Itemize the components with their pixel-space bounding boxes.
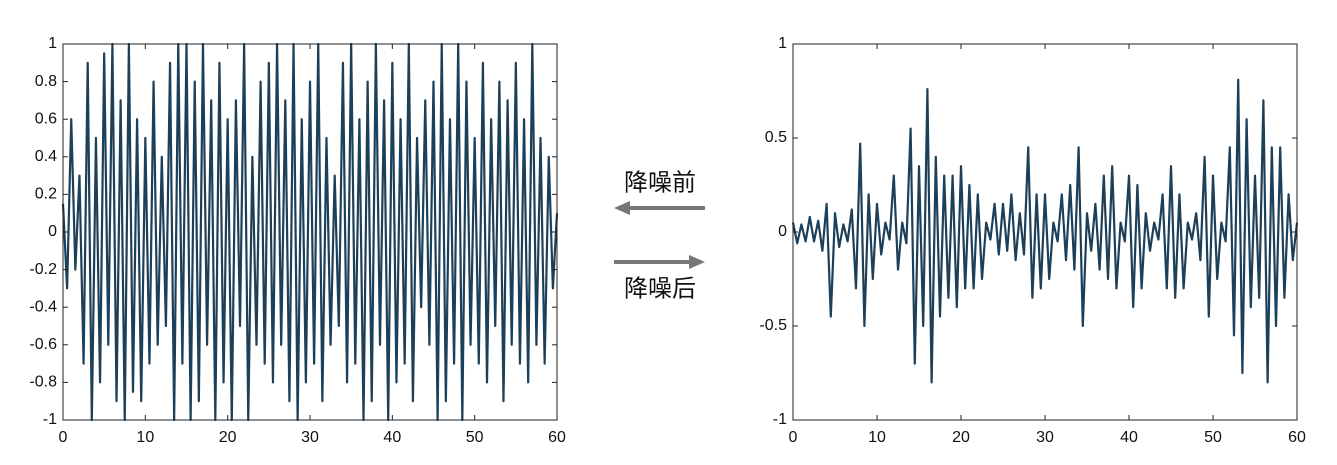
y-tick-label: -0.6 <box>29 336 57 353</box>
waveform <box>61 42 559 422</box>
x-tick-label: 0 <box>789 429 798 446</box>
y-tick-label: -0.4 <box>29 298 57 315</box>
before-label: 降噪前 <box>624 169 696 196</box>
x-tick-label: 0 <box>59 429 68 446</box>
x-tick-label: 60 <box>1288 429 1306 446</box>
x-tick-label: 50 <box>1204 429 1222 446</box>
y-tick-label: -1 <box>773 411 787 428</box>
x-tick-label: 10 <box>868 429 886 446</box>
x-tick-label: 50 <box>466 429 484 446</box>
y-tick-label: -1 <box>43 411 57 428</box>
y-tick-label: -0.2 <box>29 261 57 278</box>
left-arrow <box>614 201 705 215</box>
y-tick-label: 1 <box>778 35 787 52</box>
x-tick-label: 20 <box>219 429 237 446</box>
after-label: 降噪后 <box>624 275 696 302</box>
y-tick-label: 0.8 <box>35 73 57 90</box>
y-tick-label: 0.6 <box>35 110 57 127</box>
x-tick-label: 20 <box>952 429 970 446</box>
waveform <box>791 78 1299 384</box>
x-tick-label: 10 <box>136 429 154 446</box>
x-tick-label: 40 <box>1120 429 1138 446</box>
x-tick-label: 60 <box>548 429 566 446</box>
x-tick-label: 30 <box>1036 429 1054 446</box>
x-tick-label: 30 <box>301 429 319 446</box>
right-arrow <box>614 255 705 269</box>
y-tick-label: -0.8 <box>29 374 57 391</box>
y-tick-label: 0.4 <box>35 148 57 165</box>
y-tick-label: 1 <box>48 35 57 52</box>
y-tick-label: -0.5 <box>759 317 787 334</box>
y-tick-label: 0 <box>48 223 57 240</box>
y-tick-label: 0 <box>778 223 787 240</box>
y-tick-label: 0.2 <box>35 186 57 203</box>
y-tick-label: 0.5 <box>765 129 787 146</box>
x-tick-label: 40 <box>383 429 401 446</box>
